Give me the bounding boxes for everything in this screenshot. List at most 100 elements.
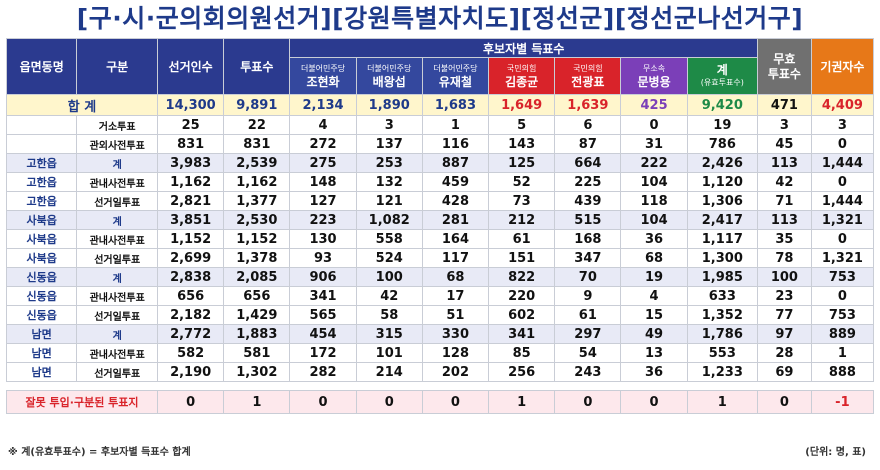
vote-type: 관내사전투표 [76, 172, 159, 192]
voters-cell: 0 [157, 390, 225, 414]
votes-cell: 256 [488, 362, 556, 382]
ballots-cell: 1,883 [223, 324, 291, 344]
district-name: 고한읍 [5, 191, 78, 211]
votes-cell: 5 [488, 115, 556, 135]
district-name: 신동읍 [5, 286, 78, 306]
votes-cell: 68 [620, 248, 688, 268]
sum-cell: 2,426 [686, 153, 759, 173]
votes-cell: 202 [421, 362, 490, 382]
vote-type: 선거일투표 [76, 362, 159, 382]
vote-type: 계 [76, 267, 159, 287]
abstain-cell: 753 [810, 305, 875, 325]
sum-cell: 1,120 [686, 172, 759, 192]
header-candidate: 무소속 문병용 [620, 57, 688, 95]
vote-type: 관내사전투표 [76, 286, 159, 306]
votes-cell: 73 [488, 191, 556, 211]
candidate-party: 국민의힘 [506, 64, 537, 73]
district-name: 남면 [5, 362, 78, 382]
ballots-cell: 656 [223, 286, 291, 306]
candidate-party: 더불어민주당 [300, 64, 346, 73]
header-candidate: 더불어민주당 배왕섭 [355, 57, 423, 95]
votes-cell: 214 [355, 362, 423, 382]
votes-cell: 87 [554, 134, 622, 154]
spacer-cell [6, 381, 874, 391]
votes-cell: 15 [620, 305, 688, 325]
votes-cell: 52 [488, 172, 556, 192]
abstain-cell: 888 [810, 362, 875, 382]
votes-cell: 454 [289, 324, 357, 344]
ballots-cell: 1,162 [223, 172, 291, 192]
total-sum: 9,420 [686, 94, 759, 116]
voters-cell: 3,851 [157, 210, 225, 230]
votes-cell: 220 [488, 286, 556, 306]
sum-cell: 553 [686, 343, 759, 363]
candidate-party: 국민의힘 [573, 64, 603, 73]
votes-cell: 330 [421, 324, 490, 344]
ballots-cell: 1,377 [223, 191, 291, 211]
total-votes: 425 [620, 94, 688, 116]
ballots-cell: 581 [223, 343, 291, 363]
invalid-cell: 77 [757, 305, 812, 325]
voters-cell: 656 [157, 286, 225, 306]
invalid-cell: 113 [757, 210, 812, 230]
header-sum: 계 (유효투표수) [686, 57, 759, 95]
votes-cell: 297 [554, 324, 622, 344]
header-type: 구분 [76, 38, 159, 95]
votes-cell: 428 [421, 191, 490, 211]
votes-cell: 0 [554, 390, 622, 414]
header-candidate: 더불어민주당 조현화 [289, 57, 357, 95]
votes-cell: 3 [355, 115, 423, 135]
sum-cell: 1,117 [686, 229, 759, 249]
candidate-name: 문병용 [637, 75, 671, 89]
table-row: 고한읍 관내사전투표 1,162 1,162 148 132 459 52 225 104 1,12… [5, 172, 875, 192]
table-row: 남면 선거일투표 2,190 1,302 282 214 202 256 243 36 1,233 6… [5, 362, 875, 382]
sum-cell: 1,233 [686, 362, 759, 382]
votes-cell: 68 [421, 267, 490, 287]
invalid-cell: 78 [757, 248, 812, 268]
votes-cell: 172 [289, 343, 357, 363]
sum-label: 계 [716, 63, 728, 77]
header-candidate: 국민의힘 전광표 [554, 57, 622, 95]
header-voters: 선거인수 [157, 38, 225, 95]
ballots-cell: 2,539 [223, 153, 291, 173]
vote-type: 계 [76, 210, 159, 230]
total-ballots: 9,891 [223, 94, 291, 116]
voters-cell: 2,838 [157, 267, 225, 287]
candidate-name: 유재철 [438, 75, 472, 89]
invalid-cell: 97 [757, 324, 812, 344]
sum-sublabel: (유효투표수) [700, 78, 744, 87]
total-votes: 2,134 [289, 94, 357, 116]
sum-cell: 633 [686, 286, 759, 306]
header-ballots: 투표수 [223, 38, 291, 95]
district-name: 사북읍 [5, 248, 78, 268]
abstain-cell: 1,444 [810, 191, 875, 211]
ballots-cell: 1,302 [223, 362, 291, 382]
vote-type: 선거일투표 [76, 248, 159, 268]
votes-cell: 222 [620, 153, 688, 173]
votes-cell: 6 [554, 115, 622, 135]
table-row: 사북읍 계 3,851 2,530 223 1,082 281 212 515 104 2,417 1… [5, 210, 875, 230]
vote-type: 계 [76, 153, 159, 173]
voters-cell: 2,182 [157, 305, 225, 325]
ballots-cell: 2,085 [223, 267, 291, 287]
invalid-cell: 100 [757, 267, 812, 287]
vote-type: 관내사전투표 [76, 343, 159, 363]
votes-cell: 51 [421, 305, 490, 325]
voters-cell: 1,162 [157, 172, 225, 192]
district-name: 신동읍 [5, 305, 78, 325]
table-row: 고한읍 선거일투표 2,821 1,377 127 121 428 73 439 118 1,306… [5, 191, 875, 211]
votes-cell: 664 [554, 153, 622, 173]
invalid-cell: 3 [757, 115, 812, 135]
district-name: 남면 [5, 324, 78, 344]
total-votes: 1,683 [421, 94, 490, 116]
votes-cell: 70 [554, 267, 622, 287]
invalid-cell: 23 [757, 286, 812, 306]
table-row: 사북읍 선거일투표 2,699 1,378 93 524 117 151 347 68 1,300 7… [5, 248, 875, 268]
sum-cell: 2,417 [686, 210, 759, 230]
invalid-cell: 0 [757, 390, 812, 414]
abstain-cell: 889 [810, 324, 875, 344]
votes-cell: 887 [421, 153, 490, 173]
votes-cell: 225 [554, 172, 622, 192]
sum-cell: 1 [686, 390, 759, 414]
votes-cell: 341 [289, 286, 357, 306]
